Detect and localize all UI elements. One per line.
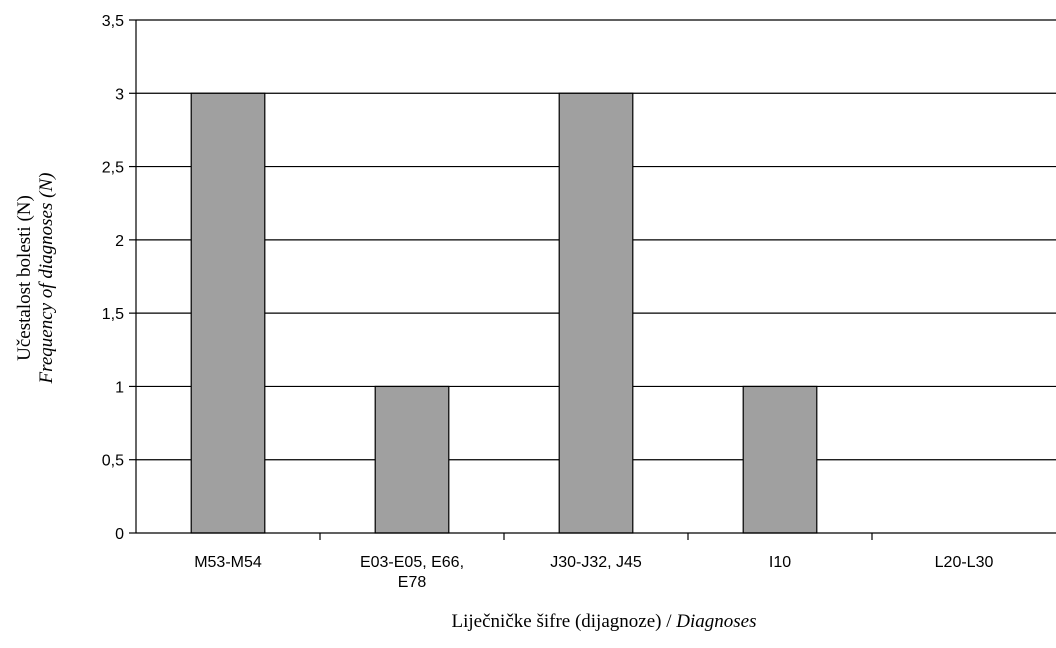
x-tick-labels: M53-M54 E03-E05, E66, E78 J30-J32, J45 I10 L2… (194, 554, 993, 591)
y-axis-title-english: Frequency of diagnoses (N) (36, 173, 57, 385)
y-tick-label: 1,5 (102, 306, 124, 323)
x-axis-title-italic: Diagnoses (675, 611, 756, 632)
bar (558, 92, 634, 534)
y-tick-label: 0 (115, 526, 124, 543)
bar (190, 92, 266, 534)
x-tick-label: I10 (769, 554, 791, 571)
x-tick-label: J30-J32, J45 (550, 554, 642, 571)
bars (190, 92, 818, 534)
x-tick-label: M53-M54 (194, 554, 262, 571)
y-tick-labels: 0 0,5 1 1,5 2 2,5 3 3,5 (102, 13, 124, 543)
x-axis-title: Liječničke šifre (dijagnoze) / Diagnoses (452, 611, 757, 632)
bar (374, 385, 450, 534)
y-axis-title: Učestalost bolesti (N) (14, 195, 35, 361)
y-tick-label: 2,5 (102, 160, 124, 177)
axes (129, 19, 1056, 540)
bar (742, 385, 818, 534)
y-tick-label: 2 (115, 233, 124, 250)
y-tick-label: 1 (115, 379, 124, 396)
x-axis-title-main: Liječničke šifre (dijagnoze) / (452, 611, 677, 632)
y-tick-label: 3,5 (102, 13, 124, 30)
x-tick-label: L20-L30 (935, 554, 994, 571)
x-tick-label: E03-E05, E66, E78 (360, 554, 464, 591)
y-tick-label: 3 (115, 86, 124, 103)
y-tick-label: 0,5 (102, 453, 124, 470)
